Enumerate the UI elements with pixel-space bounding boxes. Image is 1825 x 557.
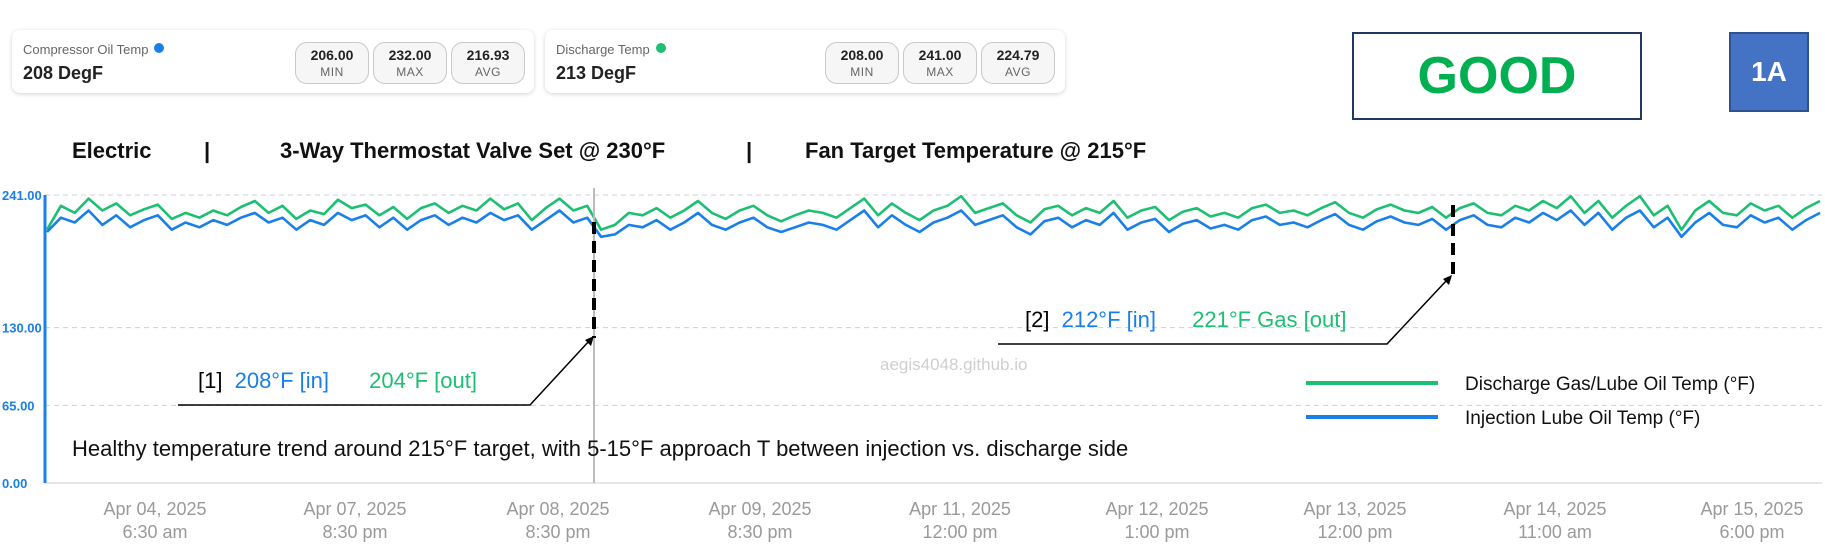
max-stat: 232.00 MAX xyxy=(373,42,447,84)
card-value: 213 DegF xyxy=(556,63,637,83)
x-tick-time: 12:00 pm xyxy=(1317,522,1392,542)
discharge-series-line xyxy=(45,194,1821,232)
x-tick-time: 1:00 pm xyxy=(1124,522,1189,542)
annotation-2-arrowhead xyxy=(1443,275,1452,285)
injection-series-line xyxy=(46,209,1821,239)
header-separator: | xyxy=(204,138,211,163)
avg-stat: 224.79 AVG xyxy=(981,42,1055,84)
watermark: aegis4048.github.io xyxy=(880,355,1027,374)
annotation-1-leader xyxy=(178,339,591,406)
annotation-2-label: [2] 212°F [in] 221°F Gas [out] xyxy=(1025,307,1346,332)
header-fan: Fan Target Temperature @ 215°F xyxy=(805,138,1147,163)
annotation-1-arrowhead xyxy=(585,336,594,346)
compressor-oil-temp-card: Compressor Oil Temp 208 DegF 206.00 MIN 2… xyxy=(12,30,534,93)
x-tick-time: 8:30 pm xyxy=(525,522,590,542)
y-tick-label: 241.00 xyxy=(2,188,42,203)
status-badge: GOOD xyxy=(1352,32,1642,120)
series-dot-icon xyxy=(655,43,666,53)
chart-note: Healthy temperature trend around 215°F t… xyxy=(72,436,1128,461)
x-tick-date: Apr 04, 2025 xyxy=(103,499,206,519)
x-tick-date: Apr 14, 2025 xyxy=(1503,499,1606,519)
annotation-2-leader xyxy=(998,279,1448,345)
x-tick-time: 6:00 pm xyxy=(1719,522,1784,542)
x-tick-date: Apr 13, 2025 xyxy=(1303,499,1406,519)
header-separator: | xyxy=(746,138,753,163)
x-tick-time: 8:30 pm xyxy=(727,522,792,542)
x-tick-time: 6:30 am xyxy=(122,522,187,542)
x-tick-time: 12:00 pm xyxy=(922,522,997,542)
x-tick-time: 11:00 am xyxy=(1518,522,1592,542)
y-tick-label: 130.00 xyxy=(2,321,42,336)
x-tick-date: Apr 11, 2025 xyxy=(909,499,1011,519)
series-dot-icon xyxy=(154,43,165,53)
temperature-chart: 241.00 130.00 65.00 0.00 Apr 04, 2025 6:30 a… xyxy=(2,188,1822,542)
card-label: Discharge Temp xyxy=(556,42,666,57)
x-tick-date: Apr 09, 2025 xyxy=(708,499,811,519)
card-label: Compressor Oil Temp xyxy=(23,42,165,57)
min-stat: 208.00 MIN xyxy=(825,42,899,84)
y-tick-label: 0.00 xyxy=(2,476,27,491)
header-valve: 3-Way Thermostat Valve Set @ 230°F xyxy=(280,138,666,163)
max-stat: 241.00 MAX xyxy=(903,42,977,84)
x-tick-date: Apr 08, 2025 xyxy=(506,499,609,519)
annotation-1-label: [1] 208°F [in] 204°F [out] xyxy=(198,368,477,393)
x-tick-time: 8:30 pm xyxy=(322,522,387,542)
legend-label-discharge: Discharge Gas/Lube Oil Temp (°F) xyxy=(1465,374,1755,395)
discharge-temp-card: Discharge Temp 213 DegF 208.00 MIN 241.00… xyxy=(545,30,1065,93)
avg-stat: 216.93 AVG xyxy=(451,42,525,84)
min-stat: 206.00 MIN xyxy=(295,42,369,84)
x-tick-date: Apr 07, 2025 xyxy=(303,499,406,519)
x-tick-date: Apr 15, 2025 xyxy=(1700,499,1803,519)
unit-tag: 1A xyxy=(1729,32,1809,112)
legend-label-injection: Injection Lube Oil Temp (°F) xyxy=(1465,408,1700,429)
header-electric: Electric xyxy=(72,138,152,163)
x-tick-date: Apr 12, 2025 xyxy=(1105,499,1208,519)
y-tick-label: 65.00 xyxy=(2,398,35,413)
card-value: 208 DegF xyxy=(23,63,104,83)
